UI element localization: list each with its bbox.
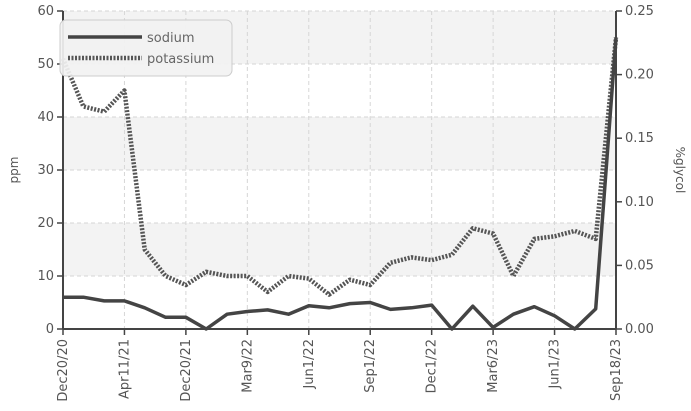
x-tick-label: Apr11/21 xyxy=(117,339,132,399)
right-tick-label: 0.05 xyxy=(625,258,654,273)
grid-band xyxy=(63,117,616,170)
legend-box xyxy=(59,19,233,77)
right-axis-label: %glycol xyxy=(673,147,687,194)
series-line-potassium xyxy=(60,37,619,297)
left-axis-label: ppm xyxy=(7,157,21,184)
x-tick-label: Dec20/20 xyxy=(56,339,71,402)
left-tick-label: 0 xyxy=(46,322,54,337)
right-tick-label: 0.20 xyxy=(625,68,654,83)
legend-label-potassium[interactable]: potassium xyxy=(147,52,214,67)
right-tick-label: 0.15 xyxy=(625,131,654,146)
x-tick-label: Sep1/22 xyxy=(363,339,378,393)
left-tick-label: 20 xyxy=(37,216,54,231)
x-tick-label: Sep18/23 xyxy=(609,339,624,401)
left-axis-ticks: 0 10 20 30 40 50 60 xyxy=(37,4,63,337)
x-axis-ticks: Dec20/20 Apr11/21 Dec20/21 Mar9/22 Jun1/22 Se… xyxy=(56,329,624,402)
right-tick-label: 0.10 xyxy=(625,195,654,210)
left-tick-label: 50 xyxy=(37,57,54,72)
x-tick-label: Jun1/22 xyxy=(302,339,317,390)
grid-band xyxy=(63,223,616,276)
x-tick-label: Mar6/23 xyxy=(486,339,501,393)
grid-band xyxy=(63,170,616,223)
x-tick-label: Jun1/23 xyxy=(548,339,563,390)
left-tick-label: 60 xyxy=(37,4,54,19)
x-tick-label: Dec1/22 xyxy=(425,339,440,393)
legend-label-sodium[interactable]: sodium xyxy=(147,31,195,46)
series-lines xyxy=(60,37,619,331)
series-line-sodium xyxy=(63,37,618,331)
left-tick-label: 10 xyxy=(37,269,54,284)
grid-band xyxy=(63,276,616,329)
right-axis-ticks: 0.00 0.05 0.10 0.15 0.20 0.25 xyxy=(616,4,654,337)
left-tick-label: 30 xyxy=(37,163,54,178)
left-tick-label: 40 xyxy=(37,110,54,125)
x-tick-label: Dec20/21 xyxy=(179,339,194,402)
x-tick-label: Mar9/22 xyxy=(240,339,255,393)
right-tick-label: 0.00 xyxy=(625,322,654,337)
legend[interactable]: sodium potassium xyxy=(59,19,233,77)
background-bands xyxy=(63,11,616,329)
right-tick-label: 0.25 xyxy=(625,4,654,19)
